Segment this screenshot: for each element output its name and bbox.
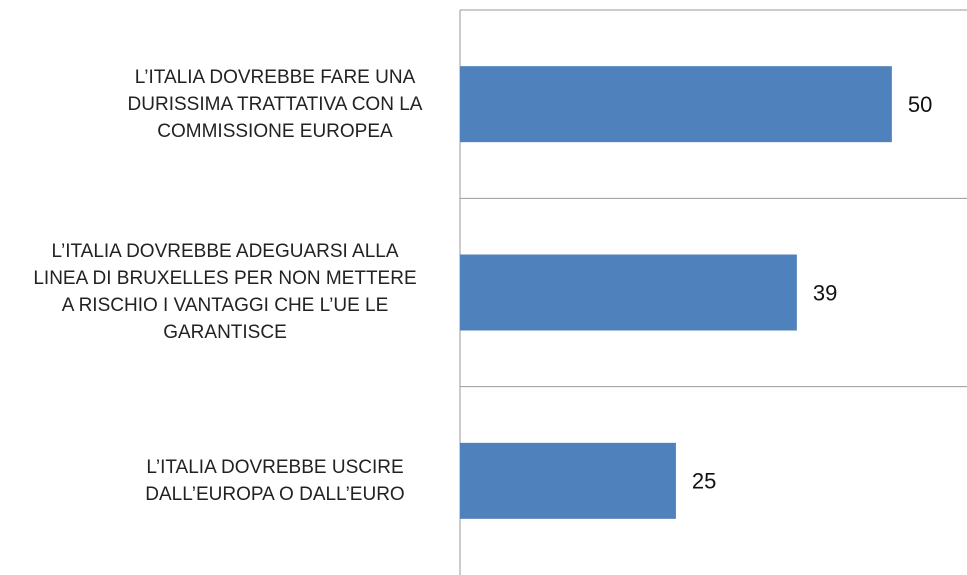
value-label: 25 <box>692 469 716 494</box>
category-label: L’ITALIA DOVREBBE USCIRE DALL’EUROPA O D… <box>145 456 405 505</box>
value-label: 50 <box>908 92 932 117</box>
bar <box>460 66 892 143</box>
value-label: 39 <box>813 280 837 305</box>
category-label: L’ITALIA DOVREBBE ADEGUARSI ALLA LINEA D… <box>33 241 417 344</box>
bar <box>460 254 797 331</box>
category-label: L’ITALIA DOVREBBE FARE UNA DURISSIMA TRA… <box>127 66 423 142</box>
bar <box>460 442 676 519</box>
